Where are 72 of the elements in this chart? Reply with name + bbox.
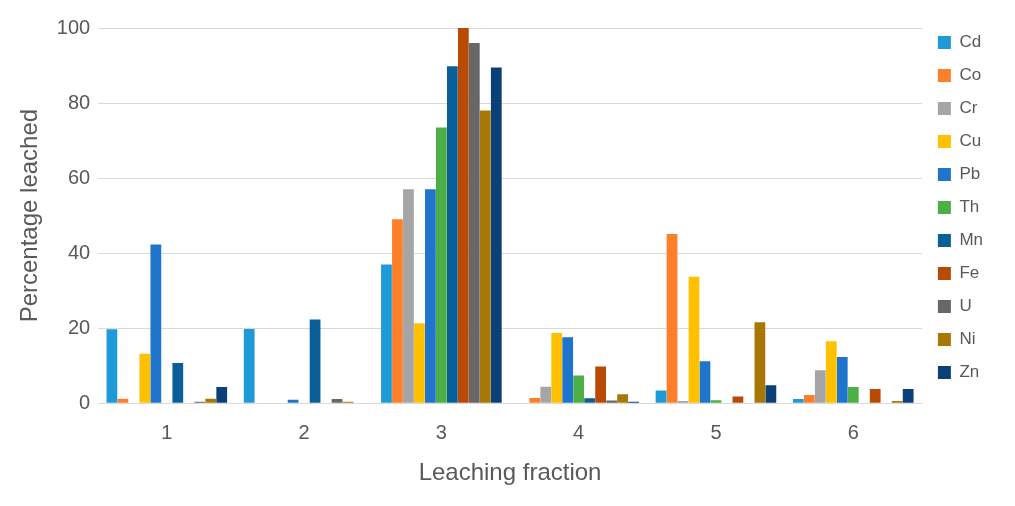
y-tick-label: 100: [56, 15, 91, 38]
bar: [847, 387, 859, 403]
y-axis-title: Percentage leached: [15, 108, 43, 323]
bar: [666, 233, 678, 403]
bar: [309, 319, 321, 403]
legend-label: Pb: [959, 164, 981, 184]
y-tick-label: 0: [79, 390, 91, 413]
bar: [606, 400, 617, 403]
bar: [490, 67, 502, 403]
legend-label: Th: [959, 197, 980, 217]
bar: [425, 189, 436, 403]
bar: [803, 394, 815, 403]
bar: [381, 264, 392, 403]
bar: [825, 341, 837, 403]
bar: [655, 390, 667, 403]
legend-label: U: [959, 296, 972, 316]
bar: [529, 397, 541, 403]
x-tick-label: 3: [435, 420, 447, 443]
bar: [436, 127, 447, 403]
bar: [551, 333, 563, 403]
bar: [688, 276, 700, 403]
bar: [584, 398, 596, 403]
bar: [150, 244, 162, 403]
bar: [595, 366, 607, 403]
bar: [243, 328, 255, 403]
bar: [732, 396, 744, 403]
x-tick-label: 2: [298, 420, 310, 443]
x-tick-label: 4: [573, 420, 585, 443]
bar: [814, 370, 826, 403]
legend-label: Co: [959, 65, 982, 85]
bar: [172, 363, 184, 403]
bar: [754, 322, 766, 403]
bar: [117, 398, 129, 403]
legend-label: Cd: [959, 32, 982, 52]
y-tick-label: 40: [67, 240, 91, 263]
bar: [617, 394, 628, 403]
bar: [106, 329, 118, 403]
bar: [468, 43, 480, 403]
legend-label: Cu: [959, 131, 982, 151]
bar: [699, 361, 711, 403]
bar: [710, 400, 722, 403]
bar: [562, 337, 574, 403]
legend-label: Ni: [959, 329, 976, 349]
bar: [573, 375, 585, 403]
bar: [403, 189, 414, 403]
bar: [139, 353, 151, 403]
y-tick-label: 60: [67, 165, 91, 188]
bar: [414, 323, 425, 403]
bar: [392, 219, 403, 403]
bar: [836, 357, 848, 403]
bar: [765, 385, 777, 403]
y-tick-label: 20: [67, 315, 91, 338]
y-tick-label: 80: [67, 90, 91, 113]
x-tick-label: 5: [710, 420, 722, 443]
bar: [902, 388, 914, 403]
legend-label: Fe: [959, 263, 980, 283]
bar: [287, 399, 299, 403]
bar: [446, 66, 458, 403]
legend-label: Cr: [959, 98, 978, 118]
bar: [216, 387, 228, 403]
x-tick-label: 6: [847, 420, 859, 443]
bar: [457, 28, 469, 403]
bar: [205, 398, 217, 403]
bar: [869, 388, 881, 403]
bar: [331, 399, 343, 403]
x-axis-title: Leaching fraction: [418, 458, 602, 486]
legend-label: Zn: [959, 362, 980, 382]
bar: [479, 110, 491, 403]
x-tick-label: 1: [161, 420, 173, 443]
bar: [792, 399, 804, 403]
legend-label: Mn: [959, 230, 984, 250]
bar: [540, 386, 552, 403]
